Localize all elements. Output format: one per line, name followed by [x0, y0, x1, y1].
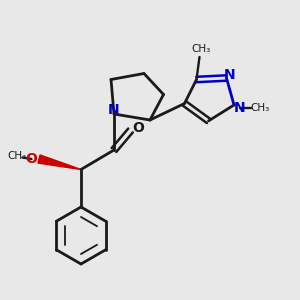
Text: N: N	[108, 103, 120, 116]
Text: N: N	[234, 101, 246, 115]
Text: N: N	[224, 68, 235, 82]
Text: O: O	[132, 121, 144, 134]
Text: CH₃: CH₃	[250, 103, 269, 113]
Polygon shape	[38, 155, 81, 170]
Text: CH₃: CH₃	[7, 151, 26, 161]
Text: O: O	[26, 152, 38, 166]
Text: CH₃: CH₃	[191, 44, 211, 55]
